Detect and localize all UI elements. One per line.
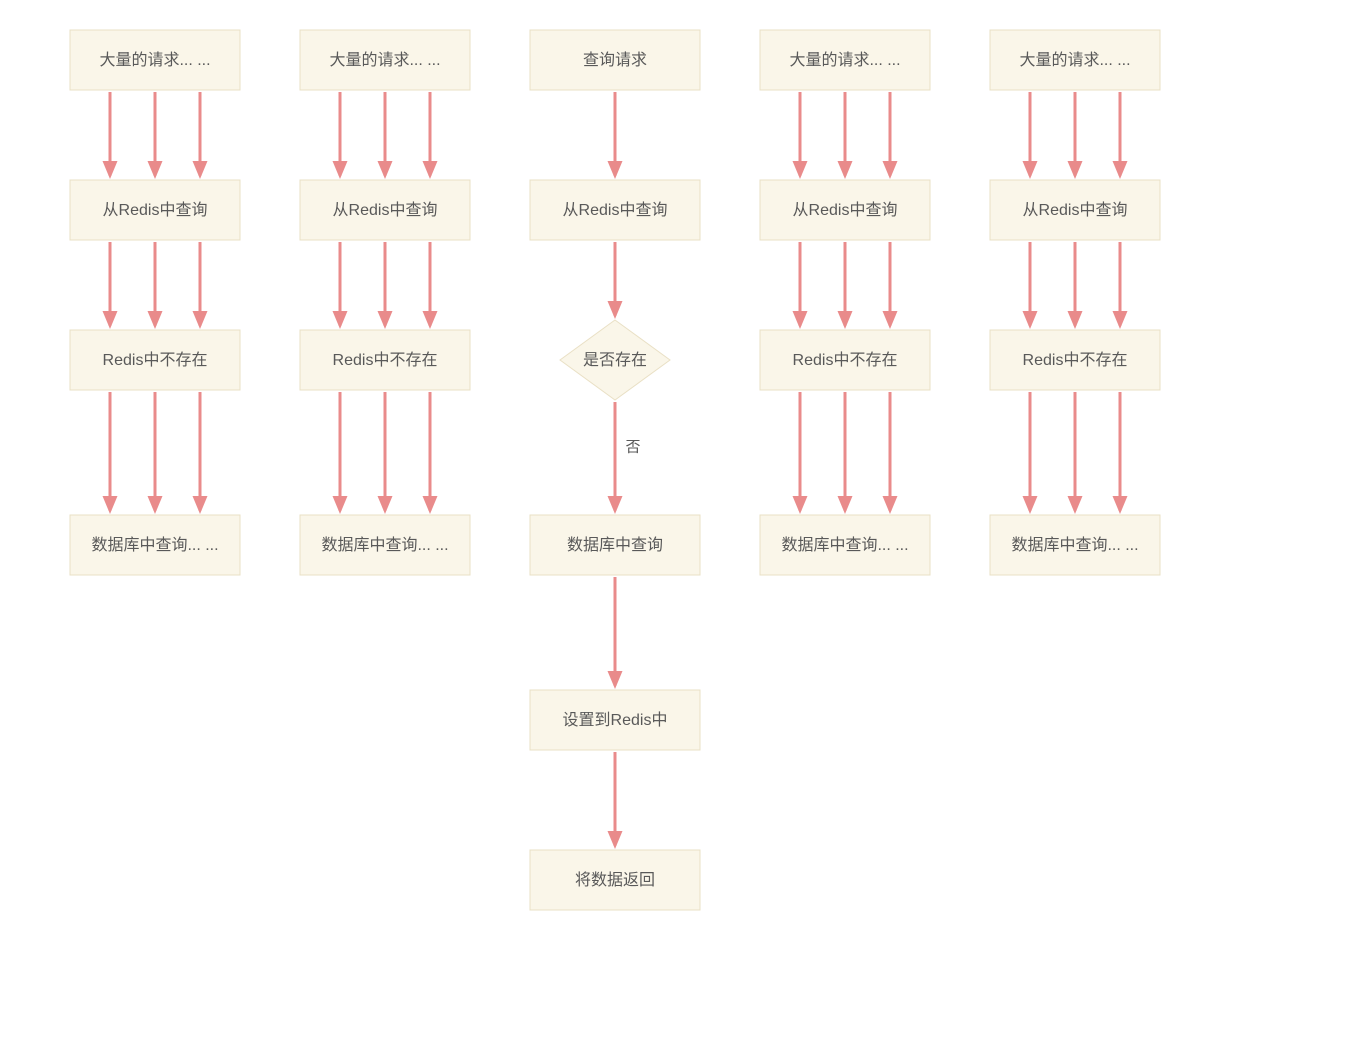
node-label: 大量的请求... ... bbox=[329, 51, 440, 69]
flow-node-n1c: 查询请求 bbox=[530, 30, 700, 90]
node-label: 从Redis中查询 bbox=[563, 201, 668, 219]
node-label: Redis中不存在 bbox=[333, 351, 438, 369]
flow-node-n4b: 数据库中查询... ... bbox=[300, 515, 470, 575]
node-label: 从Redis中查询 bbox=[333, 201, 438, 219]
node-label: Redis中不存在 bbox=[103, 351, 208, 369]
node-label: 是否存在 bbox=[583, 351, 647, 369]
flow-node-n3d: Redis中不存在 bbox=[760, 330, 930, 390]
flow-node-n4e: 数据库中查询... ... bbox=[990, 515, 1160, 575]
flow-node-n3a: Redis中不存在 bbox=[70, 330, 240, 390]
node-label: 大量的请求... ... bbox=[789, 51, 900, 69]
flow-node-n3b: Redis中不存在 bbox=[300, 330, 470, 390]
node-label: Redis中不存在 bbox=[1023, 351, 1128, 369]
node-label: 从Redis中查询 bbox=[103, 201, 208, 219]
node-label: 查询请求 bbox=[583, 51, 647, 69]
flow-node-n4a: 数据库中查询... ... bbox=[70, 515, 240, 575]
flow-node-n3c: 是否存在 bbox=[560, 320, 670, 400]
flow-node-n3e: Redis中不存在 bbox=[990, 330, 1160, 390]
flow-node-n2a: 从Redis中查询 bbox=[70, 180, 240, 240]
node-label: 数据库中查询 bbox=[567, 536, 663, 554]
flow-node-n2d: 从Redis中查询 bbox=[760, 180, 930, 240]
edge-label: 否 bbox=[625, 438, 640, 455]
node-label: 数据库中查询... ... bbox=[91, 536, 218, 554]
flowchart-diagram: 否 大量的请求... ... 大量的请求... ... 查询请求 大量的请求... ..… bbox=[0, 0, 1362, 1056]
flow-node-n1a: 大量的请求... ... bbox=[70, 30, 240, 90]
flow-node-n1b: 大量的请求... ... bbox=[300, 30, 470, 90]
flow-node-n5c: 设置到Redis中 bbox=[530, 690, 700, 750]
node-label: 从Redis中查询 bbox=[793, 201, 898, 219]
flow-node-n6c: 将数据返回 bbox=[530, 850, 700, 910]
flow-node-n1e: 大量的请求... ... bbox=[990, 30, 1160, 90]
node-label: 从Redis中查询 bbox=[1023, 201, 1128, 219]
node-label: 数据库中查询... ... bbox=[1011, 536, 1138, 554]
node-label: 数据库中查询... ... bbox=[781, 536, 908, 554]
node-label: 设置到Redis中 bbox=[563, 711, 668, 729]
node-label: 大量的请求... ... bbox=[1019, 51, 1130, 69]
node-label: 大量的请求... ... bbox=[99, 51, 210, 69]
flow-node-n2e: 从Redis中查询 bbox=[990, 180, 1160, 240]
flow-node-n1d: 大量的请求... ... bbox=[760, 30, 930, 90]
flow-node-n4d: 数据库中查询... ... bbox=[760, 515, 930, 575]
node-label: 数据库中查询... ... bbox=[321, 536, 448, 554]
flow-node-n2c: 从Redis中查询 bbox=[530, 180, 700, 240]
flow-node-n4c: 数据库中查询 bbox=[530, 515, 700, 575]
flow-node-n2b: 从Redis中查询 bbox=[300, 180, 470, 240]
node-label: Redis中不存在 bbox=[793, 351, 898, 369]
node-label: 将数据返回 bbox=[575, 871, 655, 889]
